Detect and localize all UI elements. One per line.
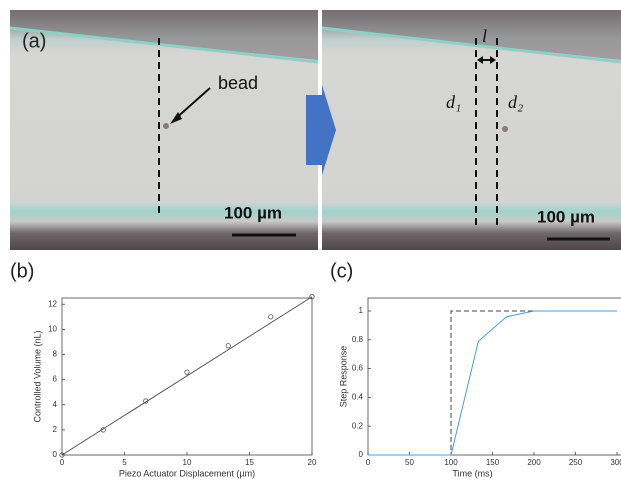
x-tick-label: 0	[366, 458, 371, 467]
x-tick-label: 20	[308, 458, 317, 467]
y-axis-label: Step Response	[338, 346, 348, 408]
x-tick-label: 200	[527, 458, 541, 467]
scale-label: 100 µm	[224, 203, 282, 222]
panel-label: (c)	[330, 260, 353, 282]
y-tick-label: 0	[359, 450, 364, 459]
plot-area	[367, 297, 621, 456]
x-tick-label: 100	[444, 458, 458, 467]
photo-left	[9, 10, 319, 250]
y-tick-label: 2	[53, 425, 58, 434]
y-tick-label: 0.6	[352, 364, 364, 373]
annotation: bead	[218, 73, 258, 93]
annotation: l	[482, 26, 487, 46]
y-tick-label: 0.2	[352, 421, 364, 430]
panel-label: (a)	[22, 30, 46, 52]
x-tick-label: 15	[245, 458, 254, 467]
point	[268, 314, 274, 320]
series-line	[61, 296, 313, 456]
series-line	[368, 310, 617, 456]
point	[184, 369, 190, 375]
y-tick-label: 6	[53, 375, 58, 384]
point	[59, 452, 65, 458]
x-tick-label: 0	[60, 458, 65, 467]
y-tick-label: 1	[359, 306, 364, 315]
x-tick-label: 50	[405, 458, 414, 467]
panel-label: (b)	[10, 260, 34, 282]
y-axis-label: Controlled Volume (nL)	[32, 330, 42, 422]
x-tick-label: 250	[569, 458, 583, 467]
x-axis-label: Time (ms)	[452, 468, 492, 478]
x-axis-label: Piezo Actuator Displacement (µm)	[119, 468, 255, 478]
y-tick-label: 10	[48, 325, 57, 334]
annotation: d₁	[446, 92, 461, 112]
x-tick-label: 300	[610, 458, 621, 467]
point	[225, 343, 231, 349]
y-tick-label: 0.8	[352, 335, 364, 344]
y-tick-label: 12	[48, 299, 57, 308]
y-tick-label: 4	[53, 400, 58, 409]
x-tick-label: 150	[486, 458, 500, 467]
photo-right	[321, 10, 621, 250]
point	[309, 294, 315, 300]
x-tick-label: 5	[122, 458, 127, 467]
x-tick-label: 10	[183, 458, 192, 467]
arrow	[306, 85, 336, 175]
y-tick-label: 0.4	[352, 392, 364, 401]
annotation: d₂	[508, 92, 523, 112]
scale-label: 100 µm	[537, 207, 595, 226]
y-tick-label: 0	[53, 450, 58, 459]
y-tick-label: 8	[53, 350, 58, 359]
